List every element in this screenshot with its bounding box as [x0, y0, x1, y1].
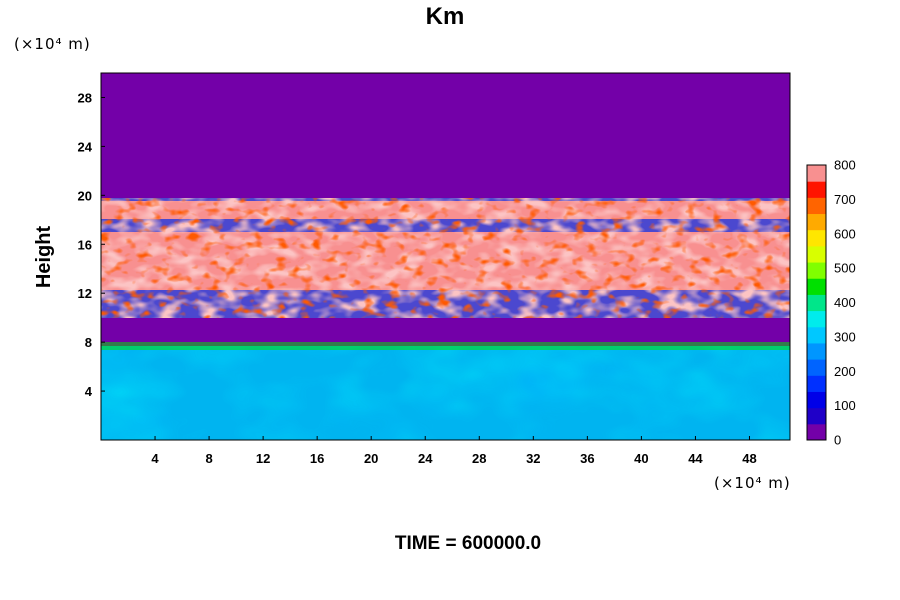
- plot-area: [101, 73, 790, 440]
- x-tick-label: 40: [634, 451, 648, 466]
- y-tick-label: 8: [85, 335, 92, 350]
- y-unit-label: (×10⁴ m): [14, 35, 91, 53]
- colorbar-tick-label: 100: [834, 398, 856, 413]
- y-tick-label: 16: [78, 237, 92, 252]
- colorbar-segment: [807, 423, 826, 441]
- colorbar-tick-label: 0: [834, 433, 841, 448]
- y-tick-label: 24: [78, 139, 93, 154]
- y-tick-label: 28: [78, 90, 92, 105]
- x-unit-label: (×10⁴ m): [714, 474, 791, 492]
- low-layer-fringe: [101, 342, 790, 350]
- x-tick-label: 48: [742, 451, 756, 466]
- upper-layer-red-texture: [101, 198, 790, 318]
- x-tick-label: 20: [364, 451, 378, 466]
- x-tick-label: 8: [205, 451, 212, 466]
- colorbar-tick-label: 800: [834, 158, 856, 173]
- colorbar: 0 100 200 300 400 500 600 700 800: [806, 158, 856, 448]
- colorbar-segment: [807, 407, 826, 425]
- y-axis-title: Height: [33, 226, 55, 289]
- x-tick-label: 28: [472, 451, 486, 466]
- x-axis-ticks: 4 8 12 16 20 24 28 32 36 40 44 48: [151, 436, 757, 466]
- colorbar-frame: [806, 164, 827, 441]
- colorbar-segment: [807, 245, 826, 263]
- colorbar-tick-label: 200: [834, 364, 856, 379]
- colorbar-tick-label: 400: [834, 295, 856, 310]
- colorbar-tick-label: 700: [834, 192, 856, 207]
- colorbar-segment: [807, 262, 826, 279]
- low-layer-texture: [101, 346, 790, 440]
- colorbar-segment: [807, 326, 826, 344]
- colorbar-tick-label: 300: [834, 329, 856, 344]
- y-tick-label: 12: [78, 286, 92, 301]
- colorbar-segment: [807, 181, 826, 198]
- colorbar-segment: [807, 278, 826, 295]
- y-tick-label: 20: [78, 188, 92, 203]
- colorbar-tick-label: 600: [834, 226, 856, 241]
- colorbar-segment: [807, 359, 826, 376]
- colorbar-segment: [807, 310, 826, 328]
- colorbar-segment: [807, 294, 826, 312]
- colorbar-segment: [807, 229, 826, 247]
- x-tick-label: 32: [526, 451, 540, 466]
- y-tick-label: 4: [85, 384, 93, 399]
- colorbar-tick-label: 500: [834, 261, 856, 276]
- colorbar-segment: [807, 375, 826, 392]
- colorbar-segment: [807, 165, 826, 182]
- x-tick-label: 44: [688, 451, 703, 466]
- x-tick-label: 16: [310, 451, 324, 466]
- x-tick-label: 4: [151, 451, 159, 466]
- colorbar-segment: [807, 197, 826, 215]
- colorbar-segment: [807, 342, 826, 360]
- x-tick-label: 36: [580, 451, 594, 466]
- chart-title: Km: [426, 3, 465, 30]
- colorbar-segment: [807, 213, 826, 231]
- y-axis-ticks: 4 8 12 16 20 24 28: [78, 90, 105, 399]
- colorbar-segment: [807, 391, 826, 409]
- plot-frame: [100, 72, 791, 441]
- x-tick-label: 12: [256, 451, 270, 466]
- time-label: TIME = 600000.0: [395, 533, 541, 554]
- x-tick-label: 24: [418, 451, 433, 466]
